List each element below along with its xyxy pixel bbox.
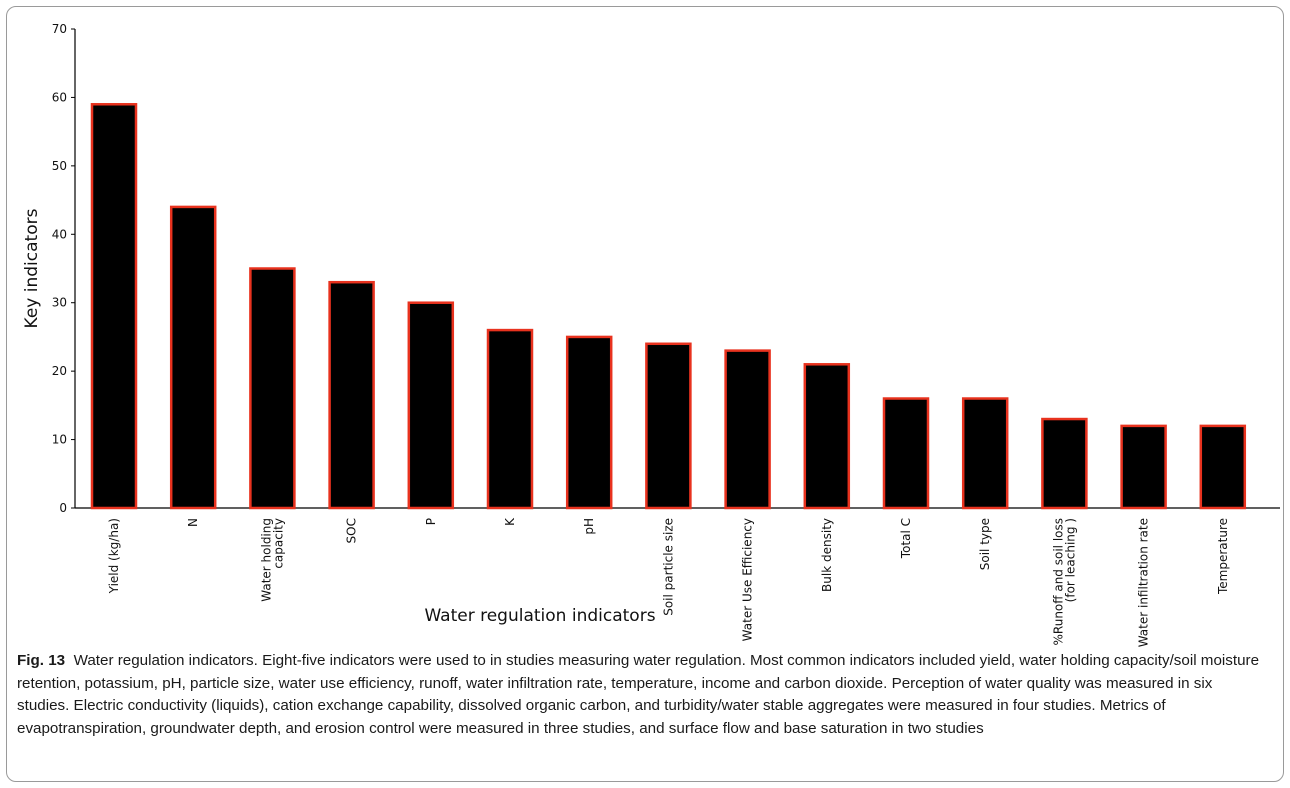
x-tick-label: Temperature — [1216, 518, 1230, 595]
figure-label: Fig. 13 — [17, 652, 66, 669]
bar — [645, 342, 692, 510]
y-tick-label: 20 — [52, 364, 67, 378]
x-tick-label: Total C — [899, 518, 913, 559]
bar — [1041, 417, 1088, 510]
bar — [169, 205, 217, 510]
y-tick-label: 30 — [52, 296, 67, 310]
x-tick-label: Bulk density — [820, 518, 834, 592]
bars — [90, 103, 1247, 510]
y-axis-title: Key indicators — [22, 208, 42, 328]
y-tick-label: 10 — [52, 433, 67, 447]
x-tick-label: Yield (kg/ha) — [107, 518, 121, 594]
bar — [1120, 424, 1167, 510]
bar — [803, 363, 851, 510]
bar-chart: 0 10 20 30 40 50 60 70 Yield (kg/ha) N Water hold… — [22, 22, 1280, 647]
y-tick-label: 70 — [52, 22, 67, 36]
x-tick-label: Soil particle size — [661, 518, 675, 616]
bar — [249, 267, 296, 510]
x-tick-label: pH — [582, 518, 596, 535]
bar — [882, 397, 930, 510]
x-tick-label: K — [503, 517, 517, 526]
figure-caption: Fig. 13 Water regulation indicators. Eig… — [17, 650, 1267, 740]
x-tick-label: N — [186, 518, 200, 527]
x-axis-title: Water regulation indicators — [424, 606, 655, 626]
caption-text: Water regulation indicators. Eight-five … — [17, 652, 1260, 737]
y-tick-label: 40 — [52, 227, 67, 241]
x-tick-label: SOC — [345, 518, 359, 543]
figure-frame — [6, 6, 1284, 782]
x-tick-label: Water holdingcapacity — [259, 518, 285, 602]
y-tick-label: 60 — [52, 90, 67, 104]
x-tick-label: P — [424, 518, 438, 525]
bar — [90, 103, 138, 510]
x-tick-label: %Runoff and soil loss(for leaching ) — [1051, 518, 1077, 645]
bar — [724, 349, 771, 510]
bar — [407, 301, 455, 510]
bar — [1199, 424, 1247, 510]
x-tick-label: Soil type — [978, 518, 992, 570]
bar — [328, 280, 375, 510]
y-axis: 0 10 20 30 40 50 60 70 — [52, 22, 76, 515]
x-tick-label: Water Use Efficiency — [741, 518, 755, 641]
bar — [486, 328, 534, 510]
y-tick-label: 50 — [52, 159, 67, 173]
bar — [961, 397, 1009, 510]
y-tick-label: 0 — [59, 501, 67, 515]
x-tick-labels: Yield (kg/ha) N Water holdingcapacity SOC P K… — [107, 517, 1230, 647]
x-tick-label: Water infiltration rate — [1137, 518, 1151, 647]
bar — [565, 335, 613, 510]
